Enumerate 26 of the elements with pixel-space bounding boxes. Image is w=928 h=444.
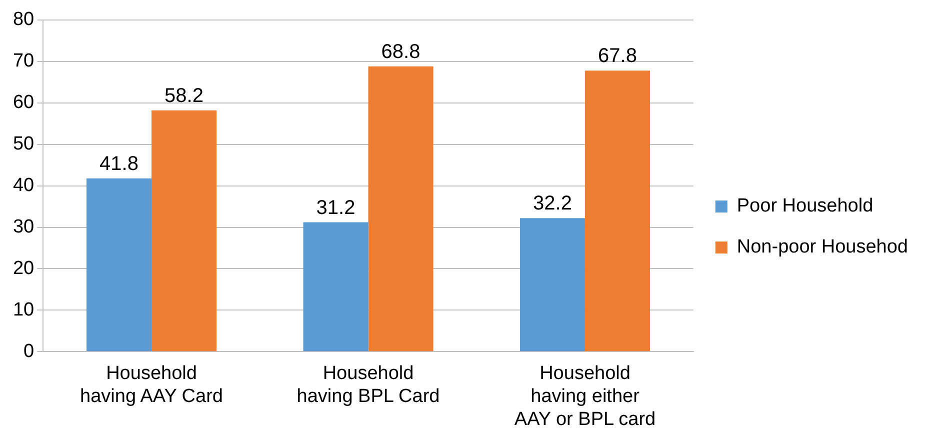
bar	[585, 70, 650, 352]
x-tick-label: Household having either AAY or BPL card	[514, 363, 656, 430]
y-tick-label: 0	[24, 340, 34, 362]
bar	[520, 218, 586, 352]
x-tick-label: Household having AAY Card	[80, 363, 223, 408]
data-label: 32.2	[533, 192, 572, 215]
y-tick-label: 50	[12, 134, 34, 155]
y-tick-label: 40	[12, 175, 34, 196]
data-label: 31.2	[316, 196, 356, 219]
data-label: 68.8	[381, 40, 420, 63]
y-tick-label: 10	[12, 299, 34, 320]
x-tick-label: Household having BPL Card	[296, 363, 440, 408]
legend-label: Non-poor Househod	[736, 236, 908, 258]
y-tick-label: 80	[12, 9, 34, 30]
y-tick-label: 70	[12, 50, 34, 72]
data-label: 67.8	[598, 45, 637, 68]
bar	[152, 110, 217, 352]
data-label: 58.2	[164, 84, 204, 107]
y-tick-label: 60	[12, 92, 34, 114]
bar	[303, 222, 368, 352]
data-label: 41.8	[100, 152, 138, 175]
legend-label: Poor Household	[736, 196, 874, 217]
bar	[368, 66, 434, 352]
y-tick-label: 30	[12, 216, 34, 238]
y-tick-label: 20	[12, 258, 34, 279]
bar	[86, 178, 152, 352]
